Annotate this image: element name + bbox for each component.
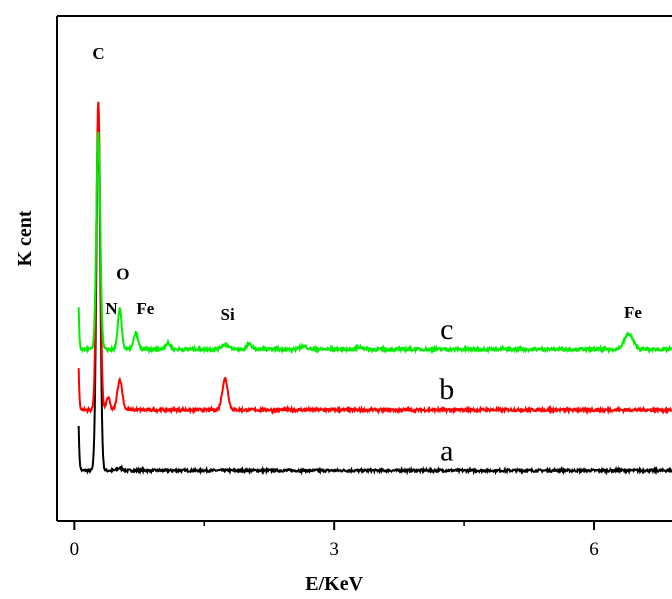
plot-frame <box>56 15 672 522</box>
peak-label: Fe <box>624 303 642 322</box>
peak-label: Fe <box>136 299 154 318</box>
peak-label: N <box>105 299 118 318</box>
series-line-a <box>77 116 672 476</box>
series-line-b <box>77 101 672 416</box>
peak-label: Si <box>221 305 235 324</box>
series-label-b: b <box>439 373 454 406</box>
peak-label: O <box>116 265 129 284</box>
annotation-layer: C ON Fe Si Fe cba <box>92 44 642 467</box>
x-axis-ticks: 0 3 6 <box>70 521 599 560</box>
x-tick-label: 6 <box>589 539 599 560</box>
x-tick-label: 3 <box>329 539 339 560</box>
series-label-c: c <box>440 313 453 346</box>
series-label-a: a <box>440 434 453 467</box>
series-line-c <box>77 131 672 355</box>
x-axis-label: E/KeV <box>305 573 363 595</box>
x-tick-label: 0 <box>70 539 80 560</box>
series-layer <box>77 101 672 476</box>
peak-label: C <box>92 44 104 63</box>
y-axis-label: K cent <box>14 210 36 266</box>
